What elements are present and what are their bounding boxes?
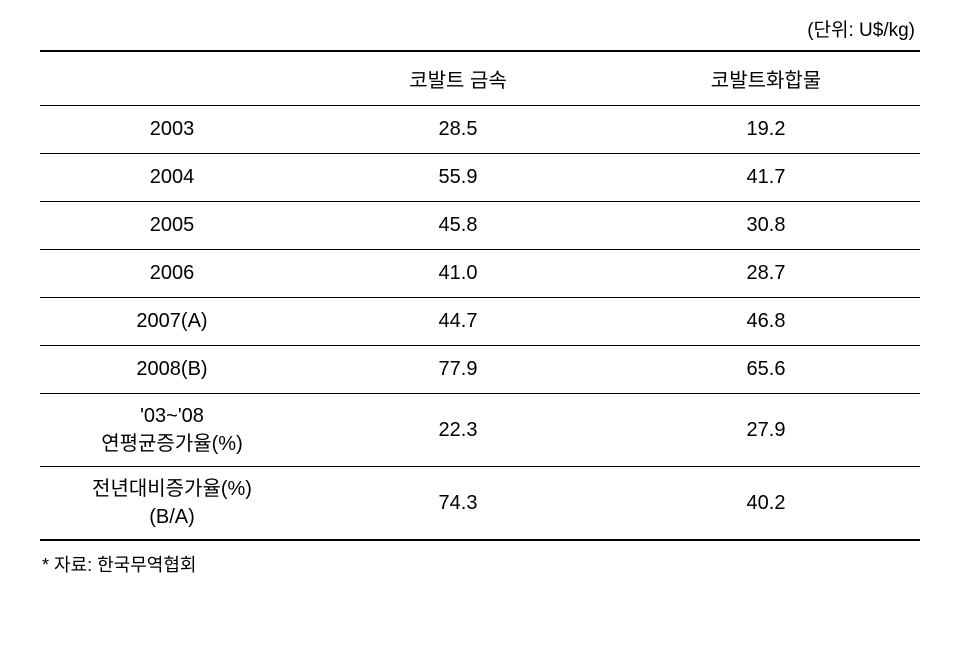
cell-year: 2003 xyxy=(40,106,304,154)
table-row: 2008(B) 77.9 65.6 xyxy=(40,346,920,394)
cell-metal: 55.9 xyxy=(304,154,612,202)
price-table: 코발트 금속 코발트화합물 2003 28.5 19.2 2004 55.9 4… xyxy=(40,50,920,541)
header-compound: 코발트화합물 xyxy=(612,51,920,106)
cell-compound: 28.7 xyxy=(612,250,920,298)
cell-year: 2008(B) xyxy=(40,346,304,394)
cell-year: 전년대비증가율(%)(B/A) xyxy=(40,467,304,541)
cell-year: '03~'08연평균증가율(%) xyxy=(40,394,304,467)
table-row: 2003 28.5 19.2 xyxy=(40,106,920,154)
cell-compound: 41.7 xyxy=(612,154,920,202)
source-note: * 자료: 한국무역협회 xyxy=(40,551,920,577)
cell-metal: 45.8 xyxy=(304,202,612,250)
cell-metal: 77.9 xyxy=(304,346,612,394)
table-row: 2006 41.0 28.7 xyxy=(40,250,920,298)
cell-compound: 40.2 xyxy=(612,467,920,541)
table-row: 2007(A) 44.7 46.8 xyxy=(40,298,920,346)
table-header-row: 코발트 금속 코발트화합물 xyxy=(40,51,920,106)
table-row: 2004 55.9 41.7 xyxy=(40,154,920,202)
cell-year: 2005 xyxy=(40,202,304,250)
header-metal: 코발트 금속 xyxy=(304,51,612,106)
cell-metal: 44.7 xyxy=(304,298,612,346)
cell-metal: 41.0 xyxy=(304,250,612,298)
table-row: 2005 45.8 30.8 xyxy=(40,202,920,250)
unit-label: (단위: U$/kg) xyxy=(40,15,920,42)
cell-metal: 74.3 xyxy=(304,467,612,541)
cell-metal: 28.5 xyxy=(304,106,612,154)
cell-compound: 27.9 xyxy=(612,394,920,467)
table-row: 전년대비증가율(%)(B/A) 74.3 40.2 xyxy=(40,467,920,541)
table-row: '03~'08연평균증가율(%) 22.3 27.9 xyxy=(40,394,920,467)
header-year xyxy=(40,51,304,106)
cell-compound: 19.2 xyxy=(612,106,920,154)
cell-compound: 46.8 xyxy=(612,298,920,346)
cell-compound: 30.8 xyxy=(612,202,920,250)
cell-metal: 22.3 xyxy=(304,394,612,467)
cell-year: 2007(A) xyxy=(40,298,304,346)
cell-compound: 65.6 xyxy=(612,346,920,394)
cell-year: 2006 xyxy=(40,250,304,298)
cell-year: 2004 xyxy=(40,154,304,202)
